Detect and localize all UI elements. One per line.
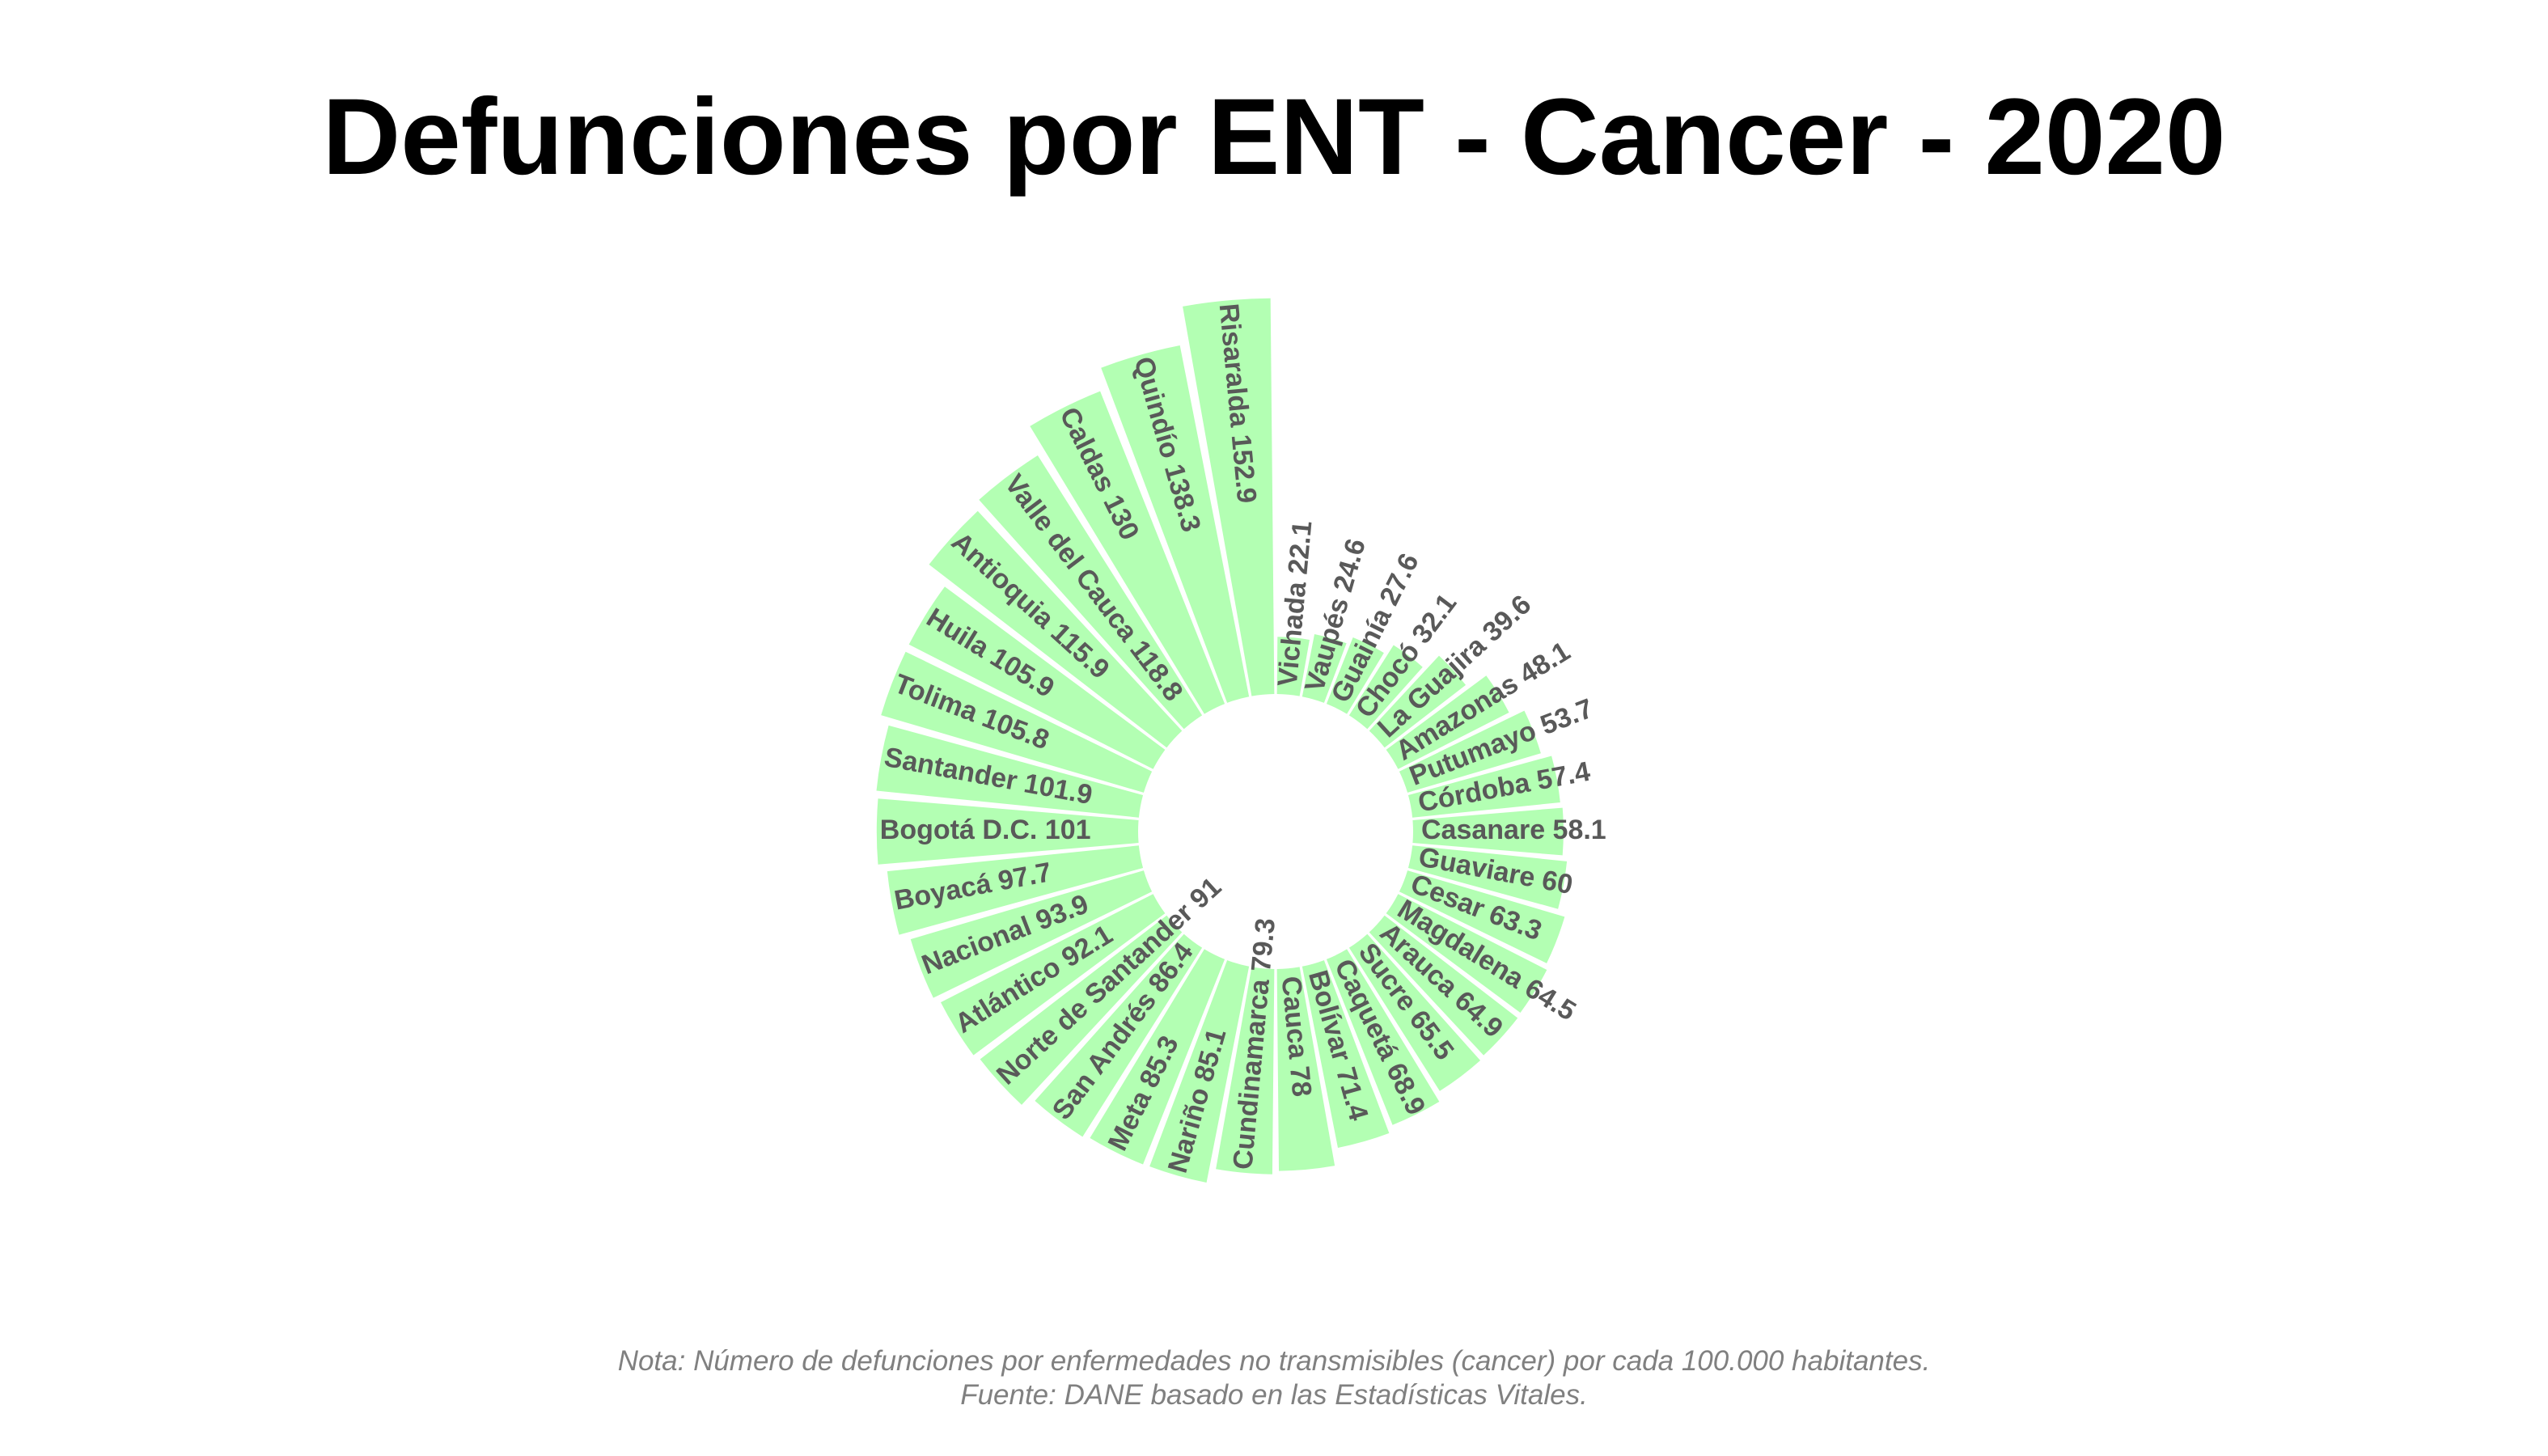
bar-27	[881, 651, 1153, 793]
bar-31	[1030, 391, 1225, 714]
bar-label-8: Casanare 58.1	[1421, 815, 1606, 845]
bar-11	[1386, 894, 1547, 1013]
bar-19	[1090, 949, 1225, 1165]
bar-12	[1369, 915, 1518, 1056]
bar-4	[1369, 655, 1467, 748]
bar-15	[1302, 960, 1390, 1148]
bar-20	[1035, 933, 1203, 1137]
bar-18	[1149, 960, 1250, 1183]
bar-28	[908, 586, 1166, 769]
bar-3	[1348, 645, 1423, 730]
bar-16	[1276, 967, 1335, 1171]
bar-17	[1216, 967, 1275, 1175]
bar-14	[1326, 949, 1440, 1125]
bar-22	[941, 894, 1166, 1056]
bars-layer	[876, 298, 1568, 1183]
bar-25	[876, 798, 1139, 865]
bar-13	[1348, 933, 1481, 1091]
bar-33	[1183, 298, 1275, 696]
bar-6	[1399, 710, 1541, 793]
bar-32	[1101, 345, 1250, 703]
bar-24	[887, 845, 1144, 935]
bar-8	[1412, 807, 1564, 856]
bar-5	[1386, 675, 1509, 769]
bar-23	[910, 870, 1153, 998]
chart-footer: Nota: Número de defunciones por enfermed…	[0, 1344, 2548, 1412]
bar-9	[1407, 845, 1568, 909]
bar-7	[1407, 756, 1560, 818]
chart-source: Fuente: DANE basado en las Estadísticas …	[960, 1379, 1588, 1411]
bar-1	[1302, 633, 1347, 703]
bar-label-25: Bogotá D.C. 101	[880, 815, 1091, 845]
bar-21	[980, 915, 1183, 1105]
chart-note: Nota: Número de defunciones por enfermed…	[617, 1345, 1931, 1377]
chart-title: Defunciones por ENT - Cancer - 2020	[322, 77, 2226, 197]
bar-2	[1326, 637, 1384, 714]
bar-30	[979, 455, 1203, 730]
bar-29	[929, 510, 1183, 748]
bar-10	[1399, 870, 1565, 963]
bar-26	[876, 725, 1144, 818]
bar-0	[1276, 637, 1310, 696]
